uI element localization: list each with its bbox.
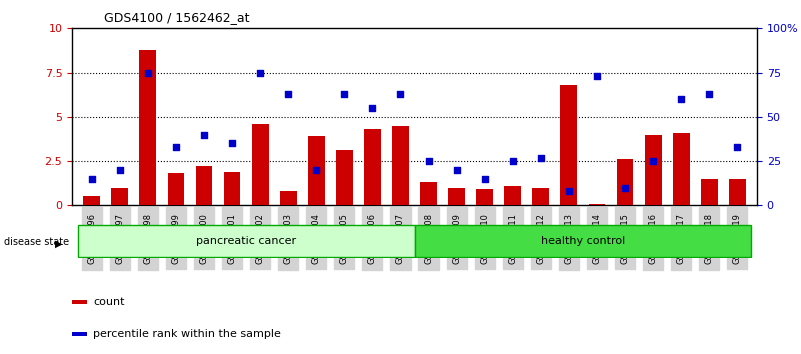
Point bbox=[702, 91, 715, 97]
Bar bbox=[280, 191, 296, 205]
Text: GDS4100 / 1562462_at: GDS4100 / 1562462_at bbox=[104, 11, 250, 24]
Bar bbox=[589, 204, 606, 205]
Bar bbox=[673, 133, 690, 205]
Bar bbox=[421, 182, 437, 205]
Bar bbox=[505, 186, 521, 205]
Bar bbox=[477, 189, 493, 205]
Bar bbox=[364, 129, 380, 205]
Point bbox=[142, 70, 155, 75]
Bar bbox=[533, 188, 549, 205]
Point bbox=[450, 167, 463, 173]
Bar bbox=[449, 188, 465, 205]
Point bbox=[506, 158, 519, 164]
Point bbox=[562, 188, 575, 194]
Bar bbox=[392, 126, 409, 205]
Bar bbox=[195, 166, 212, 205]
Point bbox=[338, 91, 351, 97]
Bar bbox=[561, 85, 578, 205]
Point bbox=[86, 176, 99, 182]
Point bbox=[394, 91, 407, 97]
Point bbox=[282, 91, 295, 97]
Point bbox=[366, 105, 379, 111]
Point bbox=[478, 176, 491, 182]
Bar bbox=[223, 172, 240, 205]
Bar bbox=[617, 159, 634, 205]
Point bbox=[534, 155, 547, 160]
FancyBboxPatch shape bbox=[78, 225, 415, 257]
Text: percentile rank within the sample: percentile rank within the sample bbox=[93, 329, 281, 339]
Text: ▶: ▶ bbox=[55, 239, 62, 249]
Text: disease state: disease state bbox=[4, 238, 69, 247]
Bar bbox=[167, 173, 184, 205]
Point bbox=[590, 73, 603, 79]
Bar bbox=[645, 135, 662, 205]
Bar bbox=[729, 179, 746, 205]
Point bbox=[170, 144, 183, 150]
Bar bbox=[252, 124, 268, 205]
Text: count: count bbox=[93, 297, 124, 307]
Bar bbox=[139, 50, 156, 205]
Text: healthy control: healthy control bbox=[541, 236, 625, 246]
Point bbox=[310, 167, 323, 173]
Point bbox=[226, 141, 239, 146]
Text: pancreatic cancer: pancreatic cancer bbox=[196, 236, 296, 246]
Point bbox=[114, 167, 127, 173]
Point bbox=[646, 158, 659, 164]
Point bbox=[198, 132, 211, 137]
Bar bbox=[336, 150, 352, 205]
Point bbox=[731, 144, 743, 150]
FancyBboxPatch shape bbox=[415, 225, 751, 257]
Bar bbox=[111, 188, 128, 205]
Point bbox=[618, 185, 631, 190]
Bar bbox=[83, 196, 100, 205]
Point bbox=[674, 96, 687, 102]
Bar bbox=[308, 136, 324, 205]
Bar bbox=[701, 179, 718, 205]
Point bbox=[422, 158, 435, 164]
Point bbox=[254, 70, 267, 75]
